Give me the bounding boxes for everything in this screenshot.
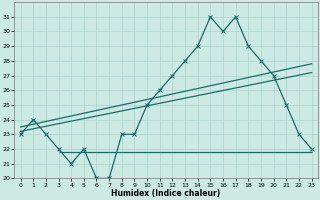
X-axis label: Humidex (Indice chaleur): Humidex (Indice chaleur) xyxy=(111,189,221,198)
